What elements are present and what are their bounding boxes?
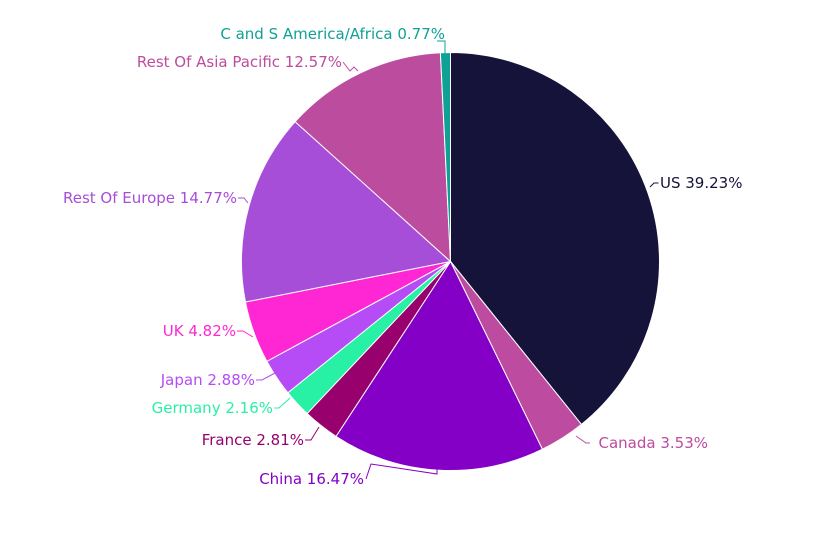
pie-slice-rest-of-europe[interactable] [241, 120, 452, 303]
leader-line-uk [237, 330, 254, 338]
leader-line-us [649, 182, 659, 188]
leader-line-china [365, 463, 438, 480]
pie-slice-us[interactable] [450, 51, 660, 426]
slice-label-germany: Germany 2.16% [152, 399, 273, 417]
slice-label-france: France 2.81% [202, 431, 304, 449]
leader-line-rest-of-europe [238, 197, 249, 204]
leader-line-rest-of-asia-pacific [342, 61, 359, 72]
slice-label-canada: Canada 3.53% [599, 434, 709, 452]
leader-line-c-and-s-america-africa [437, 40, 446, 53]
slices-layer [241, 51, 660, 471]
slice-label-uk: UK 4.82% [163, 322, 236, 340]
leader-line-canada [575, 435, 590, 444]
leader-line-germany [274, 397, 291, 409]
slice-label-rest-of-europe: Rest Of Europe 14.77% [63, 189, 237, 207]
slice-label-c-and-s-america-africa: C and S America/Africa 0.77% [220, 25, 445, 43]
slice-label-rest-of-asia-pacific: Rest Of Asia Pacific 12.57% [137, 53, 342, 71]
leader-line-france [305, 426, 320, 441]
pie-slice-rest-of-asia-pacific[interactable] [294, 52, 452, 263]
slice-label-us: US 39.23% [660, 174, 742, 192]
slice-label-japan: Japan 2.88% [160, 371, 255, 389]
leader-line-japan [256, 372, 276, 381]
leader-lines-layer [237, 40, 659, 480]
pie-slice-china[interactable] [335, 260, 544, 471]
labels-layer: US 39.23% Canada 3.53% China 16.47% France … [63, 25, 742, 488]
slice-label-china: China 16.47% [259, 470, 364, 488]
